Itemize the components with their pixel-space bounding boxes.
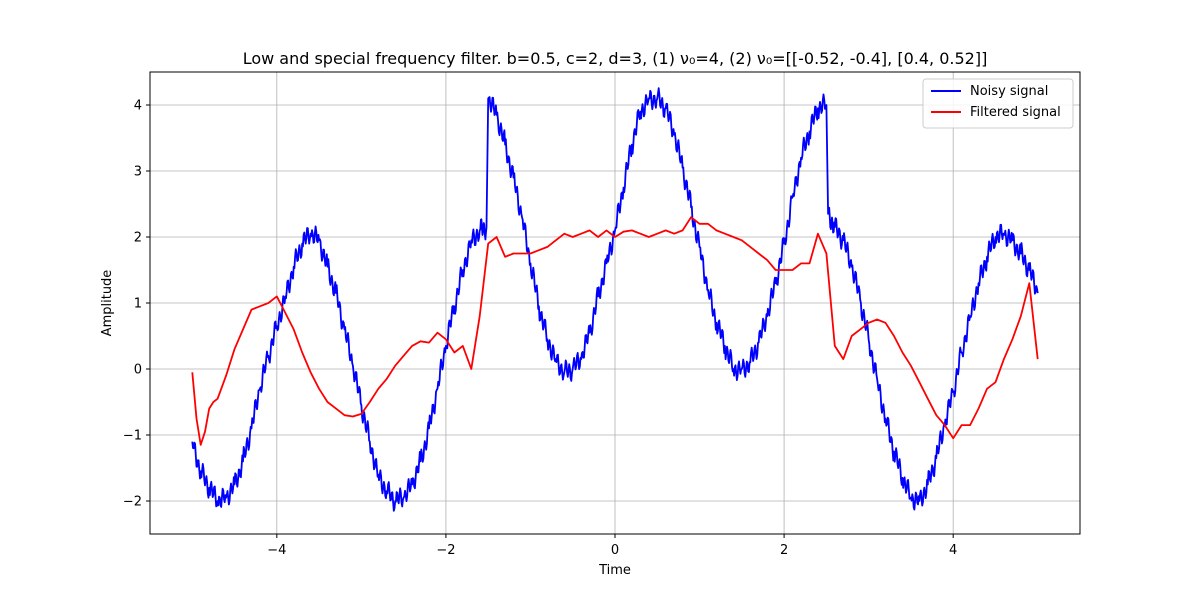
- y-tick-label: 4: [134, 99, 142, 114]
- x-tick-label: 0: [611, 543, 619, 558]
- y-axis-ticks: −2 −1 0 1 2 3 4: [123, 99, 150, 510]
- y-tick-label: −2: [123, 495, 142, 510]
- chart-title: Low and special frequency filter. b=0.5,…: [243, 49, 988, 68]
- x-tick-label: 2: [780, 543, 788, 558]
- y-tick-label: −1: [123, 429, 142, 444]
- y-tick-label: 2: [134, 231, 142, 246]
- series-line-noisy-signal: [191, 87, 1039, 512]
- y-tick-label: 0: [134, 363, 142, 378]
- x-tick-label: 4: [949, 543, 957, 558]
- legend: Noisy signal Filtered signal: [922, 78, 1074, 129]
- y-tick-label: 3: [134, 165, 142, 180]
- x-axis-ticks: −4 −2 0 2 4: [267, 534, 957, 558]
- x-tick-label: −2: [436, 543, 455, 558]
- y-tick-label: 1: [134, 297, 142, 312]
- series-line-filtered-signal: [191, 216, 1039, 446]
- legend-label-noisy: Noisy signal: [970, 84, 1048, 99]
- legend-label-filtered: Filtered signal: [970, 105, 1061, 120]
- series-layer: [191, 87, 1039, 512]
- x-tick-label: −4: [267, 543, 286, 558]
- x-axis-label: Time: [598, 563, 631, 578]
- y-axis-label: Amplitude: [100, 270, 115, 337]
